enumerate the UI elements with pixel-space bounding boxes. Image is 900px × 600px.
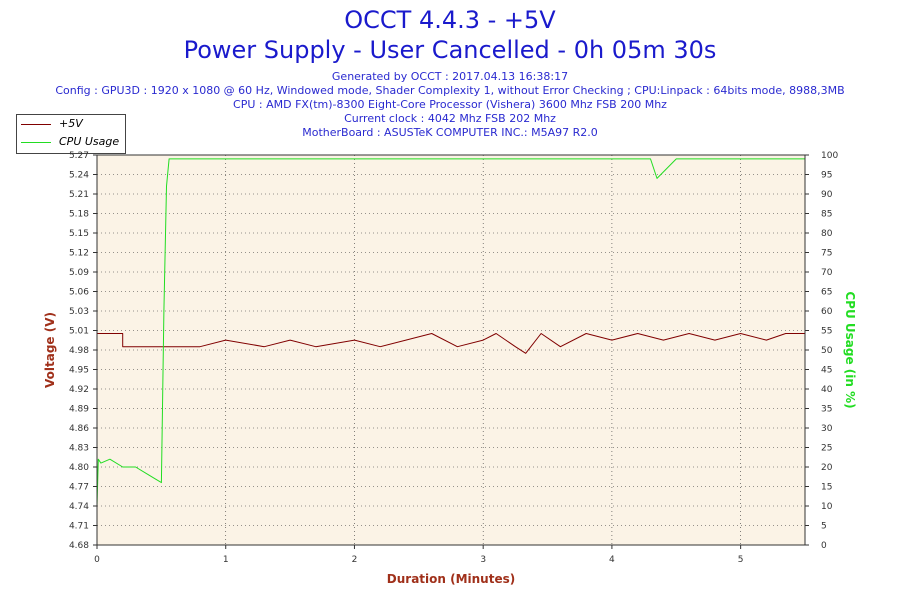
y-left-tick-label: 5.21 xyxy=(69,190,89,200)
series-line-cpu xyxy=(96,158,805,507)
y-right-tick-label: 5 xyxy=(821,522,827,532)
y-right-tick-label: 90 xyxy=(821,190,833,200)
legend-cpu-label: CPU Usage xyxy=(59,135,120,148)
y-right-tick-label: 35 xyxy=(821,405,832,415)
y-right-tick-label: 55 xyxy=(821,327,832,337)
y-left-tick-label: 4.80 xyxy=(69,463,89,473)
y-right-tick-label: 65 xyxy=(821,288,832,298)
y-left-tick-label: 4.71 xyxy=(69,522,89,532)
y-axis-right-label: CPU Usage (in %) xyxy=(843,291,857,408)
y-left-tick-label: 4.95 xyxy=(69,366,89,376)
y-right-tick-label: 100 xyxy=(821,151,838,161)
y-right-tick-label: 45 xyxy=(821,366,832,376)
generated-info: Generated by OCCT : 2017.04.13 16:38:17 xyxy=(331,70,569,83)
chart-subtitle: Power Supply - User Cancelled - 0h 05m 3… xyxy=(183,36,717,64)
y-left-tick-label: 5.15 xyxy=(69,229,89,239)
plot-border xyxy=(96,154,806,546)
legend: +5V CPU Usage xyxy=(16,114,126,154)
y-left-tick-label: 5.01 xyxy=(69,327,89,337)
motherboard-info: MotherBoard : ASUSTeK COMPUTER INC.: M5A… xyxy=(302,126,598,139)
x-tick-label: 2 xyxy=(352,555,358,565)
x-tick-label: 4 xyxy=(609,555,615,565)
y-right-tick-label: 85 xyxy=(821,210,832,220)
series-line-voltage xyxy=(97,333,805,354)
y-left-tick-label: 5.18 xyxy=(69,210,89,220)
y-right-tick-label: 0 xyxy=(821,541,827,551)
config-info: Config : GPU3D : 1920 x 1080 @ 60 Hz, Wi… xyxy=(55,84,845,97)
y-left-tick-label: 4.83 xyxy=(69,444,89,454)
y-right-tick-label: 20 xyxy=(821,463,833,473)
x-tick-label: 5 xyxy=(738,555,744,565)
legend-cpu-swatch xyxy=(21,142,51,143)
y-left-tick-label: 5.24 xyxy=(69,171,89,181)
y-right-tick-label: 70 xyxy=(821,268,833,278)
y-right-tick-label: 60 xyxy=(821,307,833,317)
x-axis-label: Duration (Minutes) xyxy=(387,572,515,586)
y-left-tick-label: 4.86 xyxy=(69,424,89,434)
y-right-tick-label: 95 xyxy=(821,171,832,181)
y-left-tick-label: 5.06 xyxy=(69,288,89,298)
cpu-info: CPU : AMD FX(tm)-8300 Eight-Core Process… xyxy=(233,98,667,111)
y-right-tick-label: 50 xyxy=(821,346,833,356)
chart-title: OCCT 4.4.3 - +5V xyxy=(344,6,556,34)
y-right-tick-label: 15 xyxy=(821,483,832,493)
x-tick-label: 0 xyxy=(94,555,100,565)
clock-info: Current clock : 4042 Mhz FSB 202 Mhz xyxy=(344,112,556,125)
y-right-tick-label: 10 xyxy=(821,502,833,512)
y-left-tick-label: 4.77 xyxy=(69,483,89,493)
y-axis-left-label: Voltage (V) xyxy=(43,312,57,388)
y-right-tick-label: 75 xyxy=(821,249,832,259)
legend-voltage-swatch xyxy=(21,124,51,125)
y-right-tick-label: 30 xyxy=(821,424,833,434)
y-left-tick-label: 4.68 xyxy=(69,541,89,551)
y-left-tick-label: 5.03 xyxy=(69,307,89,317)
y-left-tick-label: 4.92 xyxy=(69,385,89,395)
y-left-tick-label: 5.27 xyxy=(69,151,89,161)
x-tick-label: 1 xyxy=(223,555,229,565)
y-right-tick-label: 25 xyxy=(821,444,832,454)
y-left-tick-label: 4.74 xyxy=(69,502,89,512)
x-tick-label: 3 xyxy=(480,555,486,565)
y-right-tick-label: 40 xyxy=(821,385,833,395)
y-left-tick-label: 5.09 xyxy=(69,268,89,278)
y-right-tick-label: 80 xyxy=(821,229,833,239)
y-left-tick-label: 4.89 xyxy=(69,405,89,415)
y-left-tick-label: 4.98 xyxy=(69,346,89,356)
legend-voltage-label: +5V xyxy=(59,117,83,130)
y-left-tick-label: 5.12 xyxy=(69,249,89,259)
plot-area xyxy=(97,155,805,545)
